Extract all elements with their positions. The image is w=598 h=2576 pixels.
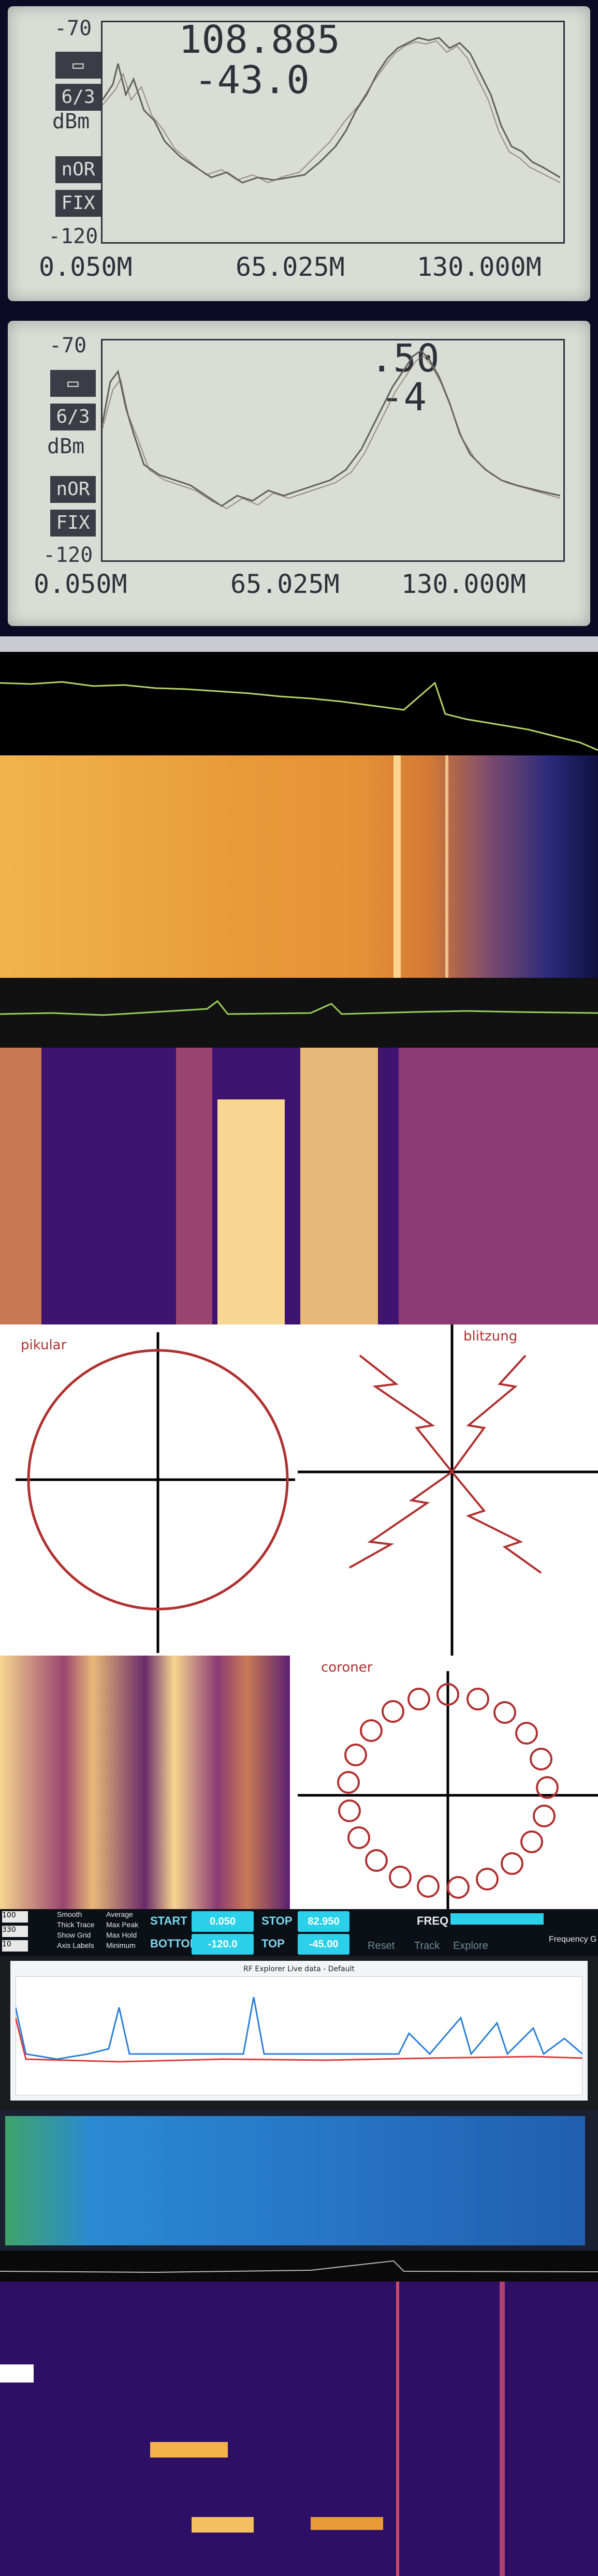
band-line xyxy=(396,2282,399,2576)
waterfall-line xyxy=(393,755,401,978)
readout-level: -43.0 xyxy=(194,58,310,102)
signal-burst xyxy=(192,2517,254,2533)
spectrum-trace xyxy=(0,1000,598,1016)
readout-frequency: 108.885 xyxy=(179,18,340,62)
band-block xyxy=(217,1099,285,1324)
x-label-left: 0.050M xyxy=(39,252,133,282)
check-show-grid[interactable]: Show Grid xyxy=(57,1931,91,1939)
dark-waterfall xyxy=(0,2282,598,2576)
label-pikular: pikular xyxy=(21,1337,67,1353)
mode-button[interactable]: nOR xyxy=(50,476,96,503)
fix-button[interactable]: FIX xyxy=(50,510,96,537)
lcd-photo-top: -70 dBm -120 ▭ 6/3 nOR FIX 108.885 -43.0… xyxy=(0,0,598,310)
plot-area xyxy=(101,21,565,244)
y-label-bottom: -120 xyxy=(48,225,98,248)
ring-pattern-diagram xyxy=(298,1671,598,1909)
mode-button[interactable]: nOR xyxy=(55,156,101,183)
reset-button[interactable]: Reset xyxy=(368,1940,395,1952)
dark-spectrum-strip xyxy=(0,2251,598,2282)
sdr-waterfall-orange xyxy=(0,755,598,978)
rf-explorer-chart xyxy=(16,1976,582,2095)
lcd-screen: -70 dBm -120 ▭ 6/3 nOR FIX 108.885 -43.0… xyxy=(8,6,590,301)
signal-burst xyxy=(150,2442,228,2458)
control-bar: 100 330 10 Smooth Thick Trace Show Grid … xyxy=(0,1909,598,1956)
check-smooth[interactable]: Smooth xyxy=(57,1910,82,1918)
left-value-box[interactable]: 100 xyxy=(2,1911,28,1923)
y-label-unit: dBm xyxy=(47,435,85,458)
band-block xyxy=(0,1048,41,1324)
y-label-unit: dBm xyxy=(52,110,90,133)
white-marker xyxy=(0,2364,34,2383)
x-label-right: 130.000M xyxy=(401,569,526,599)
top-label: TOP xyxy=(261,1937,285,1950)
x-label-center: 65.025M xyxy=(230,569,340,599)
left-value-box[interactable]: 10 xyxy=(2,1940,28,1952)
freq-label: FREQ xyxy=(417,1914,449,1927)
lcd-screen: -70 dBm -120 ▭ 6/3 nOR FIX .50 -4 0.050M… xyxy=(8,321,590,626)
battery-button[interactable]: ▭ xyxy=(55,52,101,79)
stop-value[interactable]: 82.950 xyxy=(298,1911,349,1932)
spectrum-trace xyxy=(0,2260,598,2273)
track-button[interactable]: Track xyxy=(414,1940,440,1952)
band-block xyxy=(176,1048,212,1324)
label-coroner: coroner xyxy=(321,1660,373,1675)
rf-explorer-photo: RF Explorer Live data - Default xyxy=(0,1956,598,2111)
diagram-row-1: pikular blitzung xyxy=(0,1324,598,1656)
check-axis-labels[interactable]: Axis Labels xyxy=(57,1941,94,1949)
waterfall-detail xyxy=(0,1656,290,1909)
sdr-spectrum-panel xyxy=(0,636,598,652)
scale-button[interactable]: 6/3 xyxy=(50,404,96,430)
plot-area xyxy=(101,339,565,562)
check-max-hold[interactable]: Max Hold xyxy=(106,1931,137,1939)
top-value[interactable]: -45.00 xyxy=(298,1934,349,1955)
stop-label: STOP xyxy=(261,1914,293,1927)
fix-button[interactable]: FIX xyxy=(55,190,101,217)
spectrum-trace xyxy=(103,37,560,184)
spectrum-trace xyxy=(0,681,598,751)
label-blitz: blitzung xyxy=(463,1329,518,1344)
band-block xyxy=(300,1048,378,1324)
blue-waterfall-photo xyxy=(0,2111,598,2251)
check-average[interactable]: Average xyxy=(106,1910,133,1918)
x-label-left: 0.050M xyxy=(34,569,127,599)
spectrum-trace xyxy=(103,350,560,510)
start-value[interactable]: 0.050 xyxy=(192,1911,254,1932)
left-value-box[interactable]: 330 xyxy=(2,1926,28,1937)
y-label-top: -70 xyxy=(49,334,87,358)
lightning-pattern-diagram xyxy=(298,1324,598,1656)
x-label-right: 130.000M xyxy=(417,252,542,282)
bottom-label: BOTTOM xyxy=(150,1937,199,1950)
waterfall-line xyxy=(445,755,448,978)
diagram-row-2: coroner xyxy=(0,1656,598,1909)
bottom-value[interactable]: -120.0 xyxy=(192,1934,254,1955)
rf-explorer-title: RF Explorer Live data - Default xyxy=(243,1965,355,1973)
freq-bar[interactable] xyxy=(450,1913,544,1925)
sdr-spectrum-plot-2 xyxy=(0,978,598,1048)
check-max-peak[interactable]: Max Peak xyxy=(106,1920,139,1929)
band-line xyxy=(500,2282,505,2576)
x-label-center: 65.025M xyxy=(236,252,345,282)
check-thick-trace[interactable]: Thick Trace xyxy=(57,1920,95,1929)
circle-pattern-diagram xyxy=(16,1332,295,1653)
explore-button[interactable]: Explore xyxy=(453,1940,488,1952)
battery-button[interactable]: ▭ xyxy=(50,370,96,397)
sdr-waterfall-purple xyxy=(0,1048,598,1324)
start-label: START xyxy=(150,1914,187,1927)
readout-level: -4 xyxy=(381,375,427,420)
check-minimum[interactable]: Minimum xyxy=(106,1941,136,1949)
lcd-photo-bottom: -70 dBm -120 ▭ 6/3 nOR FIX .50 -4 0.050M… xyxy=(0,310,598,636)
scale-button[interactable]: 6/3 xyxy=(55,84,101,111)
rf-explorer-window: RF Explorer Live data - Default xyxy=(10,1961,588,2101)
band-block xyxy=(399,1048,598,1324)
sdr-spectrum-plot xyxy=(0,652,598,755)
frequency-g-label: Frequency G xyxy=(549,1935,597,1944)
y-label-top: -70 xyxy=(54,17,92,40)
signal-burst xyxy=(311,2517,383,2530)
blue-waterfall xyxy=(5,2116,585,2245)
y-label-bottom: -120 xyxy=(43,543,93,567)
